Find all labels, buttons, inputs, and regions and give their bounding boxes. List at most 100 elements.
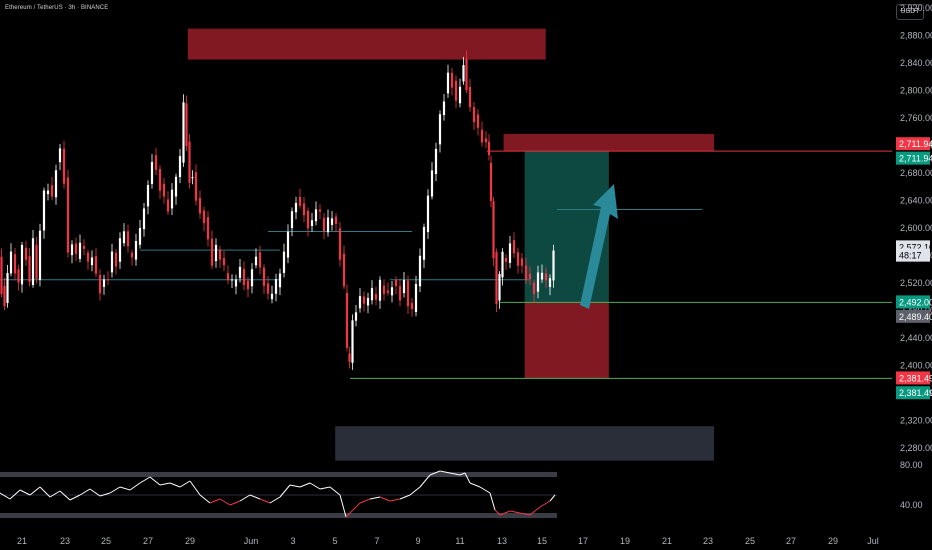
candle-body xyxy=(130,252,134,258)
price-label: 2,711.94 xyxy=(899,154,932,164)
rsi-line-segment xyxy=(464,472,471,484)
rsi-line-segment xyxy=(49,490,61,498)
price-label-bg xyxy=(896,295,930,309)
candle-body xyxy=(362,296,366,304)
rsi-line-segment xyxy=(519,512,531,516)
price-label-bg xyxy=(896,371,930,385)
time-tick-label: 17 xyxy=(578,536,588,546)
candle-body xyxy=(182,102,185,163)
price-label: 2,381.49 xyxy=(899,373,932,383)
candle-body xyxy=(250,269,254,287)
candle-body xyxy=(476,114,480,128)
rsi-line-segment xyxy=(439,470,451,474)
currency-button[interactable]: USDT xyxy=(896,4,924,20)
candle-body xyxy=(66,177,70,253)
time-tick-label: Jul xyxy=(867,536,879,546)
zone-red-1[interactable] xyxy=(503,133,715,152)
price-tick-label: 2,800.00 xyxy=(900,86,932,96)
candle-body xyxy=(410,303,414,310)
rsi-line-segment xyxy=(219,498,231,506)
candle-body xyxy=(31,238,35,285)
candle-body xyxy=(487,141,491,156)
candle-body xyxy=(418,255,422,287)
candle-body xyxy=(434,148,438,174)
candle-body xyxy=(492,201,495,259)
candle-body xyxy=(214,245,218,262)
time-tick-label: 15 xyxy=(537,536,547,546)
zone-red-3[interactable] xyxy=(524,302,609,379)
candle-body xyxy=(414,283,418,313)
candle-body xyxy=(202,210,206,224)
candle-body xyxy=(185,103,188,147)
candle-body xyxy=(82,245,86,249)
candle-body xyxy=(222,258,226,266)
price-tick-label: 2,640.00 xyxy=(900,196,932,206)
rsi-line-segment xyxy=(494,509,501,516)
candle-body xyxy=(174,176,178,197)
time-tick-label: 29 xyxy=(185,536,195,546)
candle-body xyxy=(354,312,358,321)
symbol-title[interactable]: Ethereum / TetherUS · 3h · BINANCE xyxy=(5,5,109,11)
candle-body xyxy=(35,244,38,279)
candle-body xyxy=(154,155,158,170)
zone-red-0[interactable] xyxy=(187,28,546,60)
candle-body xyxy=(450,72,454,88)
candle-body xyxy=(191,177,194,179)
candle-body xyxy=(334,216,338,224)
rsi-line-segment xyxy=(29,486,41,496)
candle-body xyxy=(524,265,528,281)
zone-grey-4[interactable] xyxy=(335,426,715,461)
candle-body xyxy=(118,238,122,262)
candle-body xyxy=(548,278,552,287)
candle-body xyxy=(150,161,154,184)
candle-body xyxy=(94,256,98,274)
rsi-line-segment xyxy=(9,489,21,500)
candle-body xyxy=(402,280,406,294)
candle-body xyxy=(294,203,298,213)
time-tick-label: 25 xyxy=(101,536,111,546)
rsi-line-segment xyxy=(369,496,381,500)
candle-body xyxy=(386,290,390,293)
price-tick-label: 2,920.00 xyxy=(900,3,932,13)
time-tick-label: 5 xyxy=(332,536,337,546)
candle-body xyxy=(166,199,170,212)
candle-body xyxy=(122,231,126,244)
price-tick-label: 2,600.00 xyxy=(900,223,932,233)
candle-body xyxy=(318,209,322,212)
candle-body xyxy=(370,288,374,301)
candle-body xyxy=(454,80,458,101)
rsi-line-segment xyxy=(0,492,11,500)
rsi-line-segment xyxy=(69,494,81,501)
time-tick-label: 19 xyxy=(620,536,630,546)
candle-body xyxy=(230,279,234,281)
candle-body xyxy=(286,231,290,258)
candle-body xyxy=(480,129,484,143)
time-tick-label: 13 xyxy=(497,536,507,546)
candle-body xyxy=(484,138,488,143)
candle-body xyxy=(302,203,306,216)
projection-arrow[interactable] xyxy=(580,184,618,309)
candle-body xyxy=(13,254,17,274)
candle-body xyxy=(0,256,3,294)
candle-body xyxy=(242,268,246,285)
price-label-bg xyxy=(896,137,930,151)
candle-body xyxy=(58,148,62,163)
candle-body xyxy=(234,279,238,287)
rsi-line-segment xyxy=(429,470,441,476)
rsi-line-segment xyxy=(79,488,91,496)
candle-body xyxy=(198,197,202,214)
rsi-upper-band xyxy=(0,472,557,477)
candle-body xyxy=(520,258,524,266)
rsi-line-segment xyxy=(119,486,131,491)
time-tick-label: 9 xyxy=(415,536,420,546)
price-tick-label: 2,320.00 xyxy=(900,416,932,426)
candle-body xyxy=(442,101,446,116)
rsi-line-segment xyxy=(449,472,461,476)
candle-body xyxy=(430,170,434,197)
price-tick-label: 2,680.00 xyxy=(900,168,932,178)
candle-body xyxy=(17,269,20,283)
rsi-line-segment xyxy=(199,494,211,504)
candle-body xyxy=(378,279,382,301)
rsi-line-segment xyxy=(269,496,281,504)
